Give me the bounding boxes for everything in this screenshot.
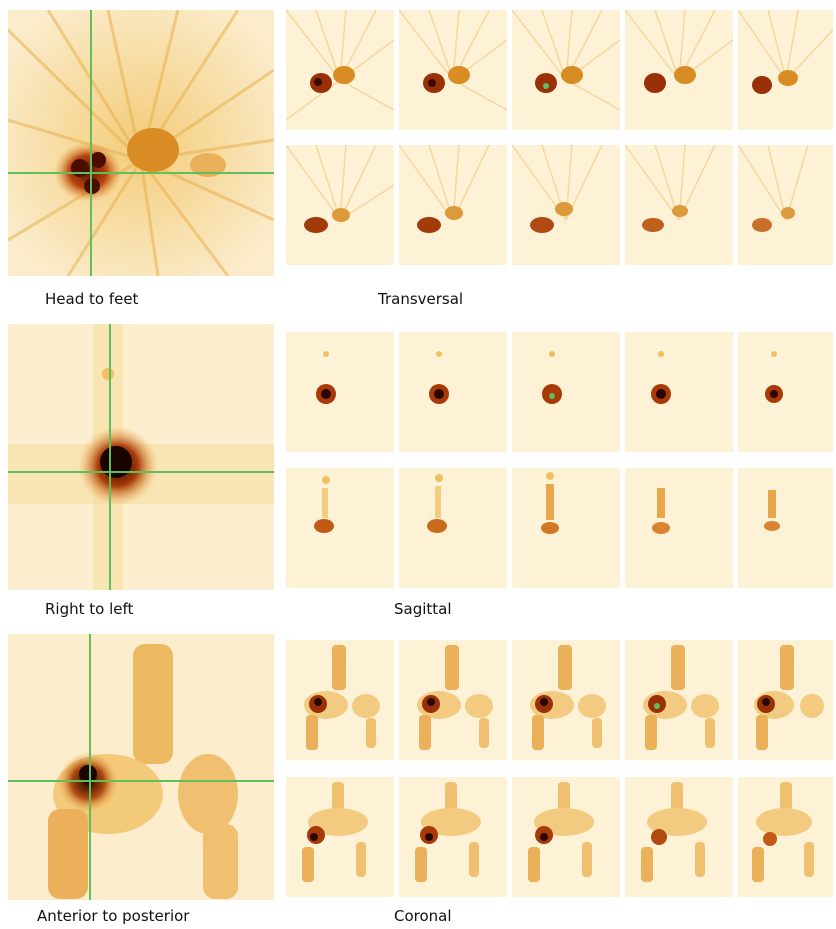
sagittal-slice-thumb [625,468,733,588]
coronal-section: Anterior to posterior Coronal [0,632,836,929]
sagittal-slice-thumb [512,332,620,452]
transversal-slice-thumb [738,145,836,265]
transversal-slice-thumb [738,10,836,130]
sagittal-thumb-caption: Sagittal [394,600,452,618]
coronal-slice-thumb [625,777,733,897]
sagittal-slice-thumb [399,468,507,588]
sagittal-large-caption: Right to left [45,600,134,618]
coronal-slice-thumb [286,777,394,897]
coronal-slice-thumb [738,777,836,897]
transversal-slice-thumb [399,10,507,130]
transversal-main-image [8,10,274,276]
sagittal-slice-thumb [512,468,620,588]
transversal-large-caption: Head to feet [45,290,139,308]
coronal-thumb-caption: Coronal [394,907,452,925]
transversal-slice-thumb [512,145,620,265]
sagittal-slice-thumb [738,332,836,452]
coronal-large-caption: Anterior to posterior [37,907,190,925]
sagittal-slice-thumb [738,468,836,588]
coronal-slice-thumb [512,777,620,897]
transversal-slice-thumb [399,145,507,265]
sagittal-main-image [8,324,274,590]
transversal-slice-thumb [512,10,620,130]
coronal-slice-thumb [512,640,620,760]
transversal-slice-thumb [625,145,733,265]
transversal-slice-thumb [286,10,394,130]
transversal-section: Head to feet Transversal [0,0,836,320]
coronal-slice-thumb [399,640,507,760]
sagittal-slice-thumb [286,468,394,588]
coronal-slice-thumb [286,640,394,760]
sagittal-slice-thumb [625,332,733,452]
transversal-thumb-caption: Transversal [378,290,464,308]
sagittal-slice-thumb [286,332,394,452]
transversal-slice-thumb [286,145,394,265]
coronal-slice-thumb [625,640,733,760]
sagittal-slice-thumb [399,332,507,452]
coronal-main-image [8,634,274,900]
transversal-slice-thumb [625,10,733,130]
sagittal-section: Right to left Sagittal [0,320,836,630]
coronal-slice-thumb [738,640,836,760]
coronal-slice-thumb [399,777,507,897]
